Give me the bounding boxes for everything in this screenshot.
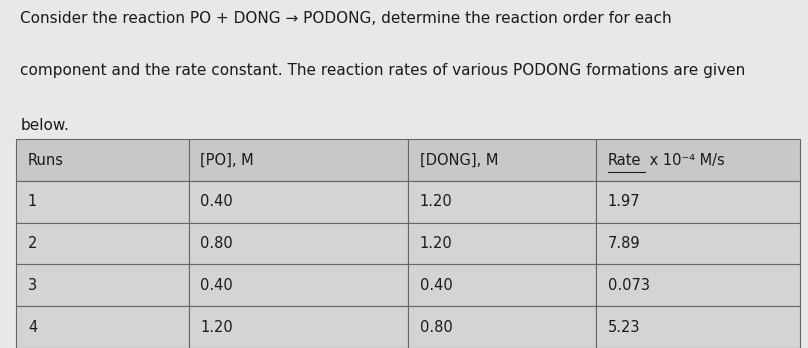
Text: 1.97: 1.97	[608, 194, 641, 209]
Bar	[188, 223, 408, 264]
Text: 0.40: 0.40	[420, 278, 452, 293]
Bar	[408, 223, 596, 264]
Text: 2: 2	[28, 236, 37, 251]
Text: 0.40: 0.40	[200, 278, 233, 293]
Bar	[16, 181, 188, 223]
Bar	[408, 264, 596, 306]
Text: Consider the reaction PO + DONG → PODONG, determine the reaction order for each: Consider the reaction PO + DONG → PODONG…	[20, 11, 671, 26]
Text: Runs: Runs	[28, 152, 64, 168]
Text: 0.073: 0.073	[608, 278, 650, 293]
Bar	[16, 223, 188, 264]
Text: 0.80: 0.80	[420, 319, 452, 335]
Text: component and the rate constant. The reaction rates of various PODONG formations: component and the rate constant. The rea…	[20, 63, 746, 78]
Text: 4: 4	[28, 319, 37, 335]
Text: 5.23: 5.23	[608, 319, 641, 335]
Text: Rate: Rate	[608, 152, 642, 168]
Text: [DONG], M: [DONG], M	[420, 152, 499, 168]
Bar	[408, 139, 596, 181]
Text: 1: 1	[28, 194, 37, 209]
Text: 7.89: 7.89	[608, 236, 641, 251]
Bar	[596, 264, 800, 306]
Bar	[596, 139, 800, 181]
Bar	[596, 306, 800, 348]
Bar	[188, 181, 408, 223]
Text: 0.80: 0.80	[200, 236, 233, 251]
Text: 3: 3	[28, 278, 37, 293]
Text: 1.20: 1.20	[420, 236, 452, 251]
Text: 1.20: 1.20	[200, 319, 233, 335]
Bar	[188, 139, 408, 181]
Bar	[16, 264, 188, 306]
Bar	[596, 223, 800, 264]
Bar	[596, 181, 800, 223]
Bar	[16, 306, 188, 348]
Bar	[16, 139, 188, 181]
Bar	[408, 306, 596, 348]
Bar	[408, 181, 596, 223]
Bar	[188, 264, 408, 306]
Text: [PO], M: [PO], M	[200, 152, 254, 168]
Text: below.: below.	[20, 118, 69, 133]
Text: 0.40: 0.40	[200, 194, 233, 209]
Text: 1.20: 1.20	[420, 194, 452, 209]
Bar	[188, 306, 408, 348]
Text: x 10⁻⁴ M/s: x 10⁻⁴ M/s	[645, 152, 725, 168]
